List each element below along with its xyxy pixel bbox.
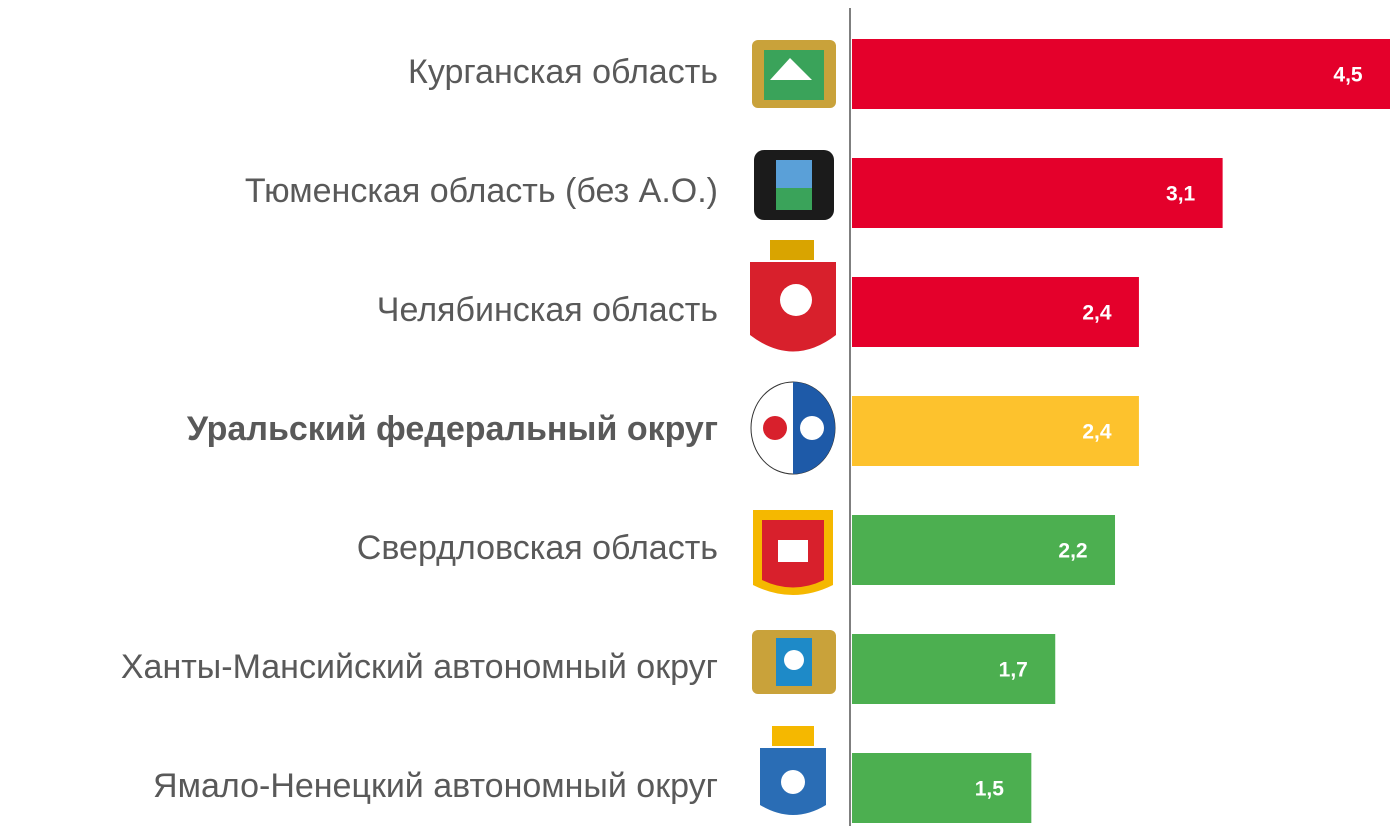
category-label: Ямало-Ненецкий автономный округ bbox=[153, 767, 718, 805]
emblem bbox=[760, 726, 826, 815]
emblem bbox=[754, 150, 834, 220]
bar bbox=[852, 39, 1390, 109]
category-label: Курганская область bbox=[408, 53, 718, 91]
category-label: Челябинская область bbox=[377, 291, 718, 329]
category-label: Тюменская область (без А.О.) bbox=[245, 172, 718, 210]
category-label: Уральский федеральный округ bbox=[187, 410, 718, 448]
category-label: Свердловская область bbox=[357, 529, 718, 567]
emblem bbox=[752, 40, 836, 108]
bar bbox=[852, 277, 1139, 347]
emblem bbox=[750, 381, 836, 475]
value-label: 2,2 bbox=[1058, 540, 1087, 563]
value-label: 1,5 bbox=[975, 778, 1005, 801]
bar bbox=[852, 634, 1056, 704]
emblem bbox=[752, 630, 836, 694]
value-label: 4,5 bbox=[1333, 64, 1363, 87]
emblem bbox=[750, 240, 836, 352]
category-label: Ханты-Мансийский автономный округ bbox=[121, 648, 718, 686]
value-label: 1,7 bbox=[999, 659, 1028, 682]
value-label: 2,4 bbox=[1082, 302, 1112, 325]
value-label: 3,1 bbox=[1166, 183, 1196, 206]
value-label: 2,4 bbox=[1082, 421, 1112, 444]
bar bbox=[852, 515, 1116, 585]
emblems bbox=[750, 40, 836, 815]
bar bbox=[852, 396, 1139, 466]
emblem bbox=[753, 510, 833, 595]
bar bbox=[852, 753, 1032, 823]
bar bbox=[852, 158, 1223, 228]
